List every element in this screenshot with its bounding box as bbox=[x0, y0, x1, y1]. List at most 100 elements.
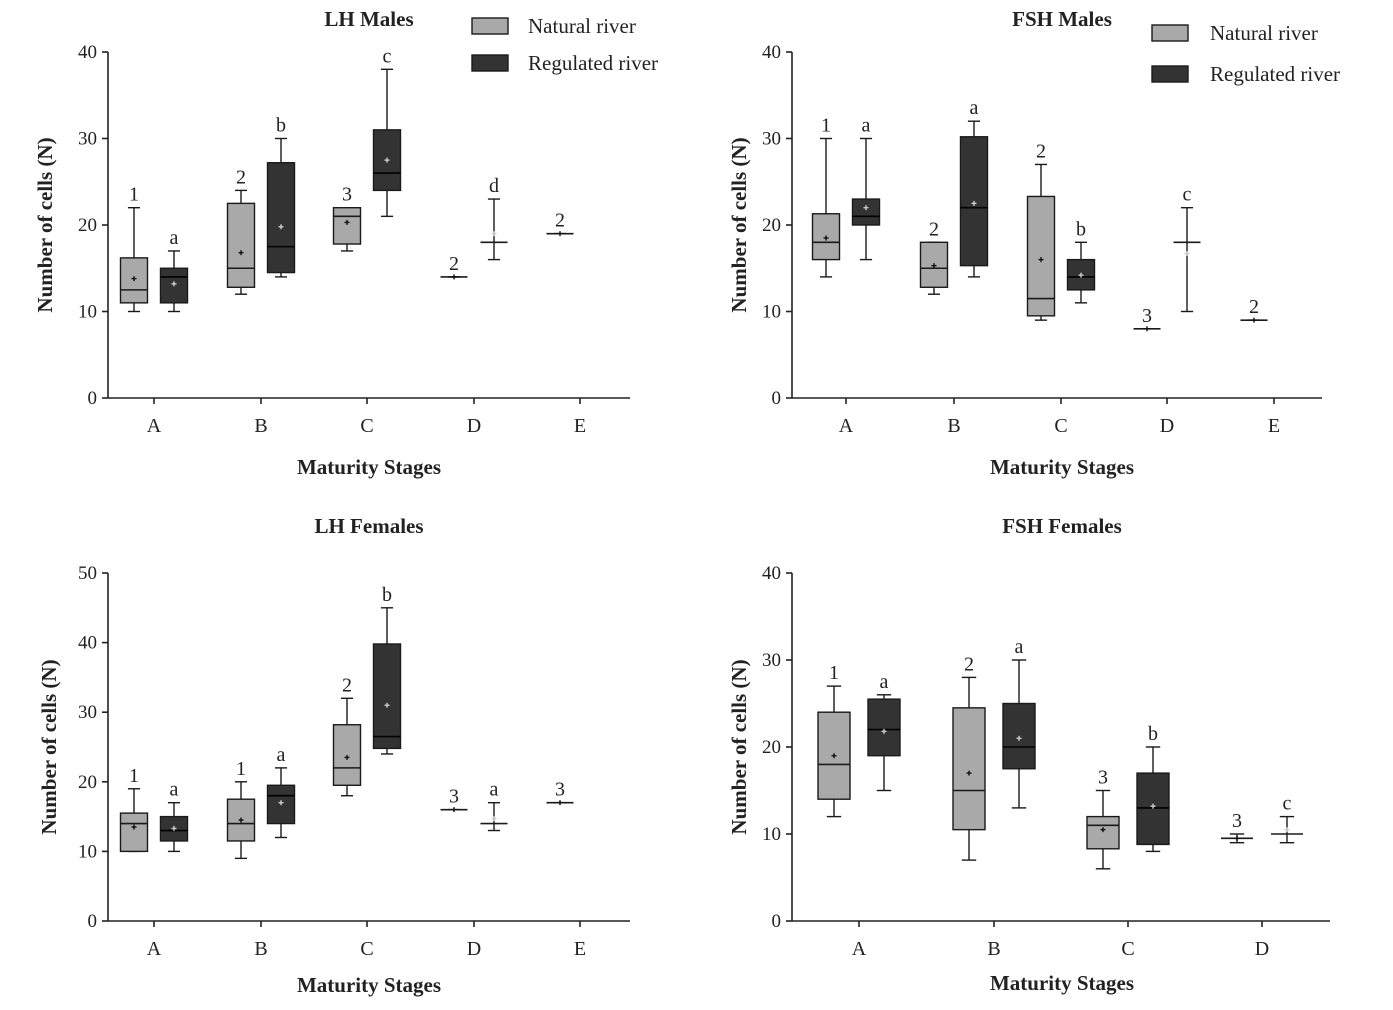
significance-label: 2 bbox=[1249, 296, 1259, 318]
box-natural-river-c: 2 bbox=[1026, 140, 1056, 321]
y-tick-label: 40 bbox=[78, 633, 97, 654]
legend-entry: Regulated river bbox=[1210, 62, 1340, 86]
x-tick-label: A bbox=[852, 938, 867, 960]
x-tick-label: D bbox=[1160, 415, 1174, 437]
box-natural-river-b: 2 bbox=[919, 218, 949, 295]
box-regulated-river-c: b bbox=[372, 584, 402, 755]
y-tick-label: 30 bbox=[78, 702, 97, 723]
y-axis-label: Number of cells (N) bbox=[727, 659, 751, 834]
x-tick-label: D bbox=[467, 938, 481, 960]
y-tick-label: 20 bbox=[762, 215, 781, 236]
box-natural-river-a: 1 bbox=[811, 115, 841, 278]
significance-label: 1 bbox=[236, 758, 246, 780]
box-natural-river-c: 3 bbox=[1086, 767, 1120, 870]
significance-label: c bbox=[1183, 184, 1192, 206]
significance-label: 3 bbox=[1098, 767, 1108, 789]
significance-label: 3 bbox=[555, 779, 565, 801]
box-iqr bbox=[867, 698, 901, 757]
box-natural-river-a: 1 bbox=[119, 765, 149, 853]
significance-label: a bbox=[862, 115, 871, 137]
box-natural-river-e: 2 bbox=[546, 210, 574, 237]
y-tick-label: 10 bbox=[78, 841, 97, 862]
chart-title: LH Females bbox=[314, 514, 423, 538]
significance-label: a bbox=[170, 227, 179, 249]
significance-label: b bbox=[276, 115, 286, 137]
box-natural-river-e: 3 bbox=[546, 779, 574, 806]
box-regulated-river-d: a bbox=[480, 779, 508, 832]
chart-title: LH Males bbox=[324, 7, 413, 31]
y-axis-label: Number of cells (N) bbox=[727, 137, 751, 312]
chart-panel-4: FSH Females 0 10 20 30 40 A B C D Maturity Stages N… bbox=[727, 514, 1330, 995]
box-iqr bbox=[266, 162, 296, 274]
y-tick-label: 0 bbox=[772, 911, 782, 932]
x-axis-label: Maturity Stages bbox=[990, 455, 1134, 479]
significance-label: a bbox=[880, 671, 889, 693]
box-natural-river-a: 1 bbox=[119, 184, 149, 313]
y-tick-label: 50 bbox=[78, 563, 97, 584]
x-tick-label: A bbox=[839, 415, 854, 437]
x-tick-label: B bbox=[254, 938, 267, 960]
box-regulated-river-c: c bbox=[372, 45, 402, 218]
x-tick-label: E bbox=[1268, 415, 1280, 437]
significance-label: a bbox=[970, 97, 979, 119]
box-regulated-river-b: a bbox=[959, 97, 989, 278]
box-regulated-river-a: a bbox=[851, 115, 881, 261]
box-iqr bbox=[1026, 195, 1056, 317]
x-tick-label: E bbox=[574, 415, 586, 437]
y-tick-label: 20 bbox=[762, 737, 781, 758]
significance-label: 3 bbox=[342, 184, 352, 206]
significance-label: a bbox=[170, 779, 179, 801]
box-natural-river-b: 2 bbox=[952, 653, 986, 861]
box-iqr bbox=[332, 206, 362, 245]
box-iqr bbox=[1136, 772, 1170, 846]
y-tick-label: 40 bbox=[78, 42, 97, 63]
x-tick-label: D bbox=[467, 415, 481, 437]
legend-swatch bbox=[471, 54, 509, 72]
chart-panel-2: FSH Males 0 10 20 30 40 A B C D E Maturity Stages Nu… bbox=[727, 7, 1340, 479]
box-natural-river-b: 2 bbox=[226, 166, 256, 295]
box-regulated-river-b: b bbox=[266, 115, 296, 278]
significance-label: 1 bbox=[129, 184, 139, 206]
significance-label: 2 bbox=[236, 166, 246, 188]
significance-label: 1 bbox=[829, 662, 839, 684]
x-tick-label: B bbox=[947, 415, 960, 437]
box-natural-river-d: 3 bbox=[1133, 305, 1161, 332]
significance-label: 1 bbox=[821, 115, 831, 137]
x-tick-label: C bbox=[1054, 415, 1067, 437]
x-tick-label: C bbox=[1121, 938, 1134, 960]
x-tick-label: C bbox=[360, 415, 373, 437]
significance-label: 1 bbox=[129, 765, 139, 787]
significance-label: 2 bbox=[964, 653, 974, 675]
box-iqr bbox=[1086, 815, 1120, 850]
y-tick-label: 30 bbox=[762, 129, 781, 150]
significance-label: 3 bbox=[1232, 810, 1242, 832]
box-regulated-river-a: a bbox=[867, 671, 901, 792]
legend-swatch bbox=[1151, 65, 1189, 83]
box-iqr bbox=[372, 643, 402, 750]
x-tick-label: C bbox=[360, 938, 373, 960]
box-iqr bbox=[851, 198, 881, 226]
significance-label: a bbox=[277, 744, 286, 766]
box-natural-river-e: 2 bbox=[1240, 296, 1268, 323]
box-regulated-river-d: c bbox=[1271, 793, 1303, 844]
box-regulated-river-d: d bbox=[480, 175, 508, 261]
x-tick-label: B bbox=[987, 938, 1000, 960]
significance-label: b bbox=[1076, 218, 1086, 240]
significance-label: c bbox=[383, 45, 392, 67]
box-regulated-river-d: c bbox=[1173, 184, 1201, 313]
legend-swatch bbox=[471, 17, 509, 35]
box-natural-river-a: 1 bbox=[817, 662, 851, 818]
y-tick-label: 40 bbox=[762, 42, 781, 63]
box-natural-river-d: 3 bbox=[440, 786, 468, 813]
significance-label: b bbox=[382, 584, 392, 606]
y-tick-label: 10 bbox=[762, 824, 781, 845]
x-tick-label: D bbox=[1255, 938, 1269, 960]
legend: Natural river Regulated river bbox=[471, 14, 658, 75]
y-axis-label: Number of cells (N) bbox=[37, 659, 61, 834]
x-tick-label: E bbox=[574, 938, 586, 960]
y-tick-label: 0 bbox=[88, 388, 98, 409]
box-iqr bbox=[952, 707, 986, 831]
box-regulated-river-a: a bbox=[159, 779, 189, 853]
